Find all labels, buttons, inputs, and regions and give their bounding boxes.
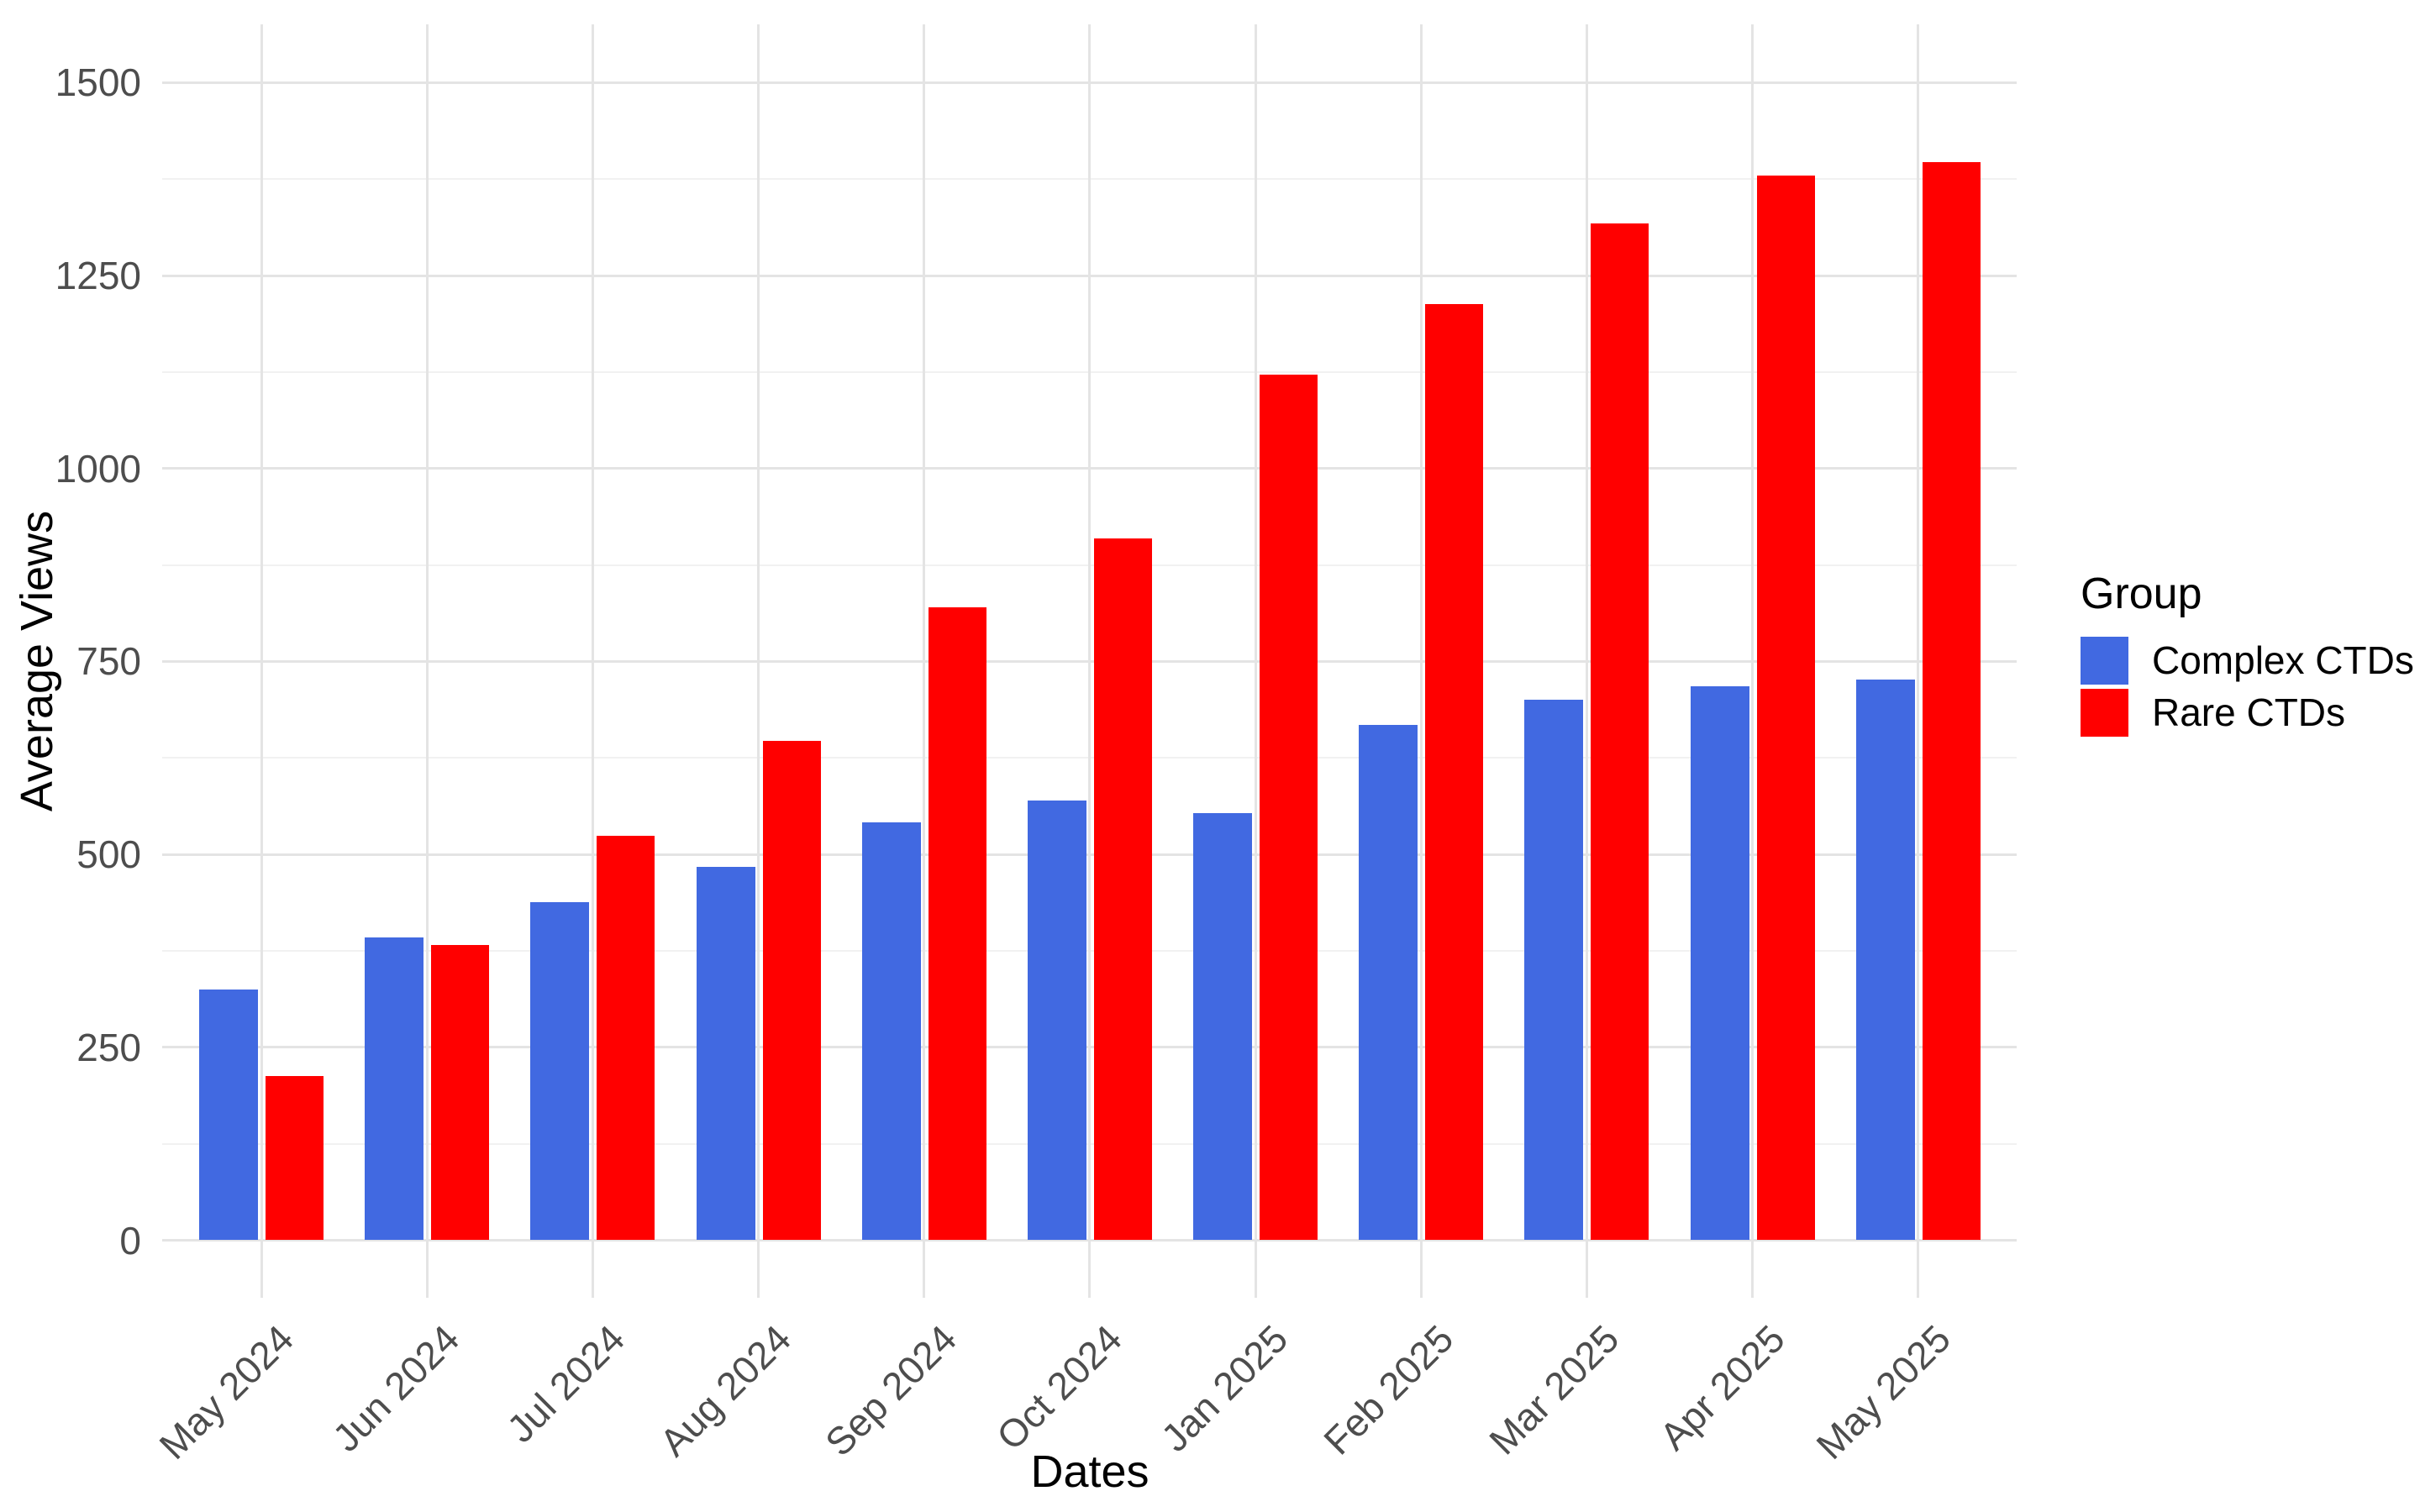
gridline-x [923, 24, 926, 1298]
bar-rare-ctds [431, 944, 490, 1241]
gridline-x [1088, 24, 1092, 1298]
gridline-x [260, 24, 263, 1298]
gridline-x [1585, 24, 1588, 1298]
y-tick-label: 1500 [55, 60, 141, 105]
bar-rare-ctds [1756, 175, 1815, 1241]
bar-complex-ctds [530, 902, 590, 1241]
legend-label: Rare CTDs [2152, 690, 2346, 734]
x-tick-label: May 2025 [1807, 1316, 1959, 1467]
bar-rare-ctds [597, 836, 655, 1241]
x-tick-label: Mar 2025 [1481, 1316, 1628, 1463]
x-tick-label: Oct 2024 [988, 1316, 1130, 1459]
x-tick-label: Jun 2024 [324, 1316, 468, 1460]
legend: Group Complex CTDs Rare CTDs [2081, 568, 2414, 741]
x-axis-title: Dates [1030, 1446, 1150, 1497]
x-tick-label: Jan 2025 [1152, 1316, 1297, 1460]
bar-rare-ctds [1591, 223, 1649, 1241]
legend-label: Complex CTDs [2152, 638, 2414, 682]
bar-complex-ctds [696, 866, 755, 1241]
bar-complex-ctds [1690, 685, 1749, 1241]
legend-swatch-icon [2081, 689, 2128, 737]
gridline-x [757, 24, 760, 1298]
gridline-x [591, 24, 594, 1298]
bar-complex-ctds [1855, 679, 1915, 1241]
bar-complex-ctds [365, 937, 424, 1241]
y-axis-title: Average Views [12, 510, 62, 812]
y-tick-label: 0 [119, 1218, 141, 1263]
x-tick-label: Aug 2024 [650, 1316, 799, 1465]
gridline-x [425, 24, 429, 1298]
y-tick-label: 250 [76, 1025, 141, 1069]
bar-complex-ctds [1359, 724, 1418, 1241]
x-tick-label: Jul 2024 [498, 1316, 634, 1452]
bar-complex-ctds [1027, 800, 1086, 1241]
legend-swatch-icon [2081, 637, 2128, 685]
gridline-x [1751, 24, 1754, 1298]
gridline-x [1917, 24, 1920, 1298]
bar-complex-ctds [861, 822, 921, 1241]
y-tick-label: 500 [76, 832, 141, 877]
legend-title: Group [2081, 570, 2202, 618]
bar-complex-ctds [1193, 813, 1253, 1241]
legend-row: Rare CTDs [2081, 689, 2414, 737]
gridline-x [1254, 24, 1257, 1298]
legend-rows: Complex CTDs Rare CTDs [2081, 637, 2414, 737]
bar-complex-ctds [1524, 700, 1584, 1241]
x-tick-label: Apr 2025 [1650, 1316, 1793, 1459]
x-tick-label: May 2024 [150, 1316, 302, 1467]
x-tick-label: Feb 2025 [1315, 1316, 1462, 1463]
y-tick-label: 1250 [55, 254, 141, 298]
bar-rare-ctds [266, 1075, 324, 1241]
bar-rare-ctds [1425, 304, 1484, 1241]
plot-panel [162, 24, 2017, 1298]
x-tick-label: Sep 2024 [816, 1316, 965, 1465]
bar-rare-ctds [1260, 374, 1318, 1241]
bar-rare-ctds [762, 741, 821, 1241]
bar-complex-ctds [199, 989, 258, 1241]
bar-rare-ctds [1922, 162, 1981, 1241]
gridline-x [1419, 24, 1423, 1298]
y-tick-label: 750 [76, 639, 141, 684]
bar-rare-ctds [928, 607, 986, 1241]
y-tick-label: 1000 [55, 446, 141, 491]
bar-rare-ctds [1093, 538, 1152, 1241]
legend-row: Complex CTDs [2081, 637, 2414, 685]
